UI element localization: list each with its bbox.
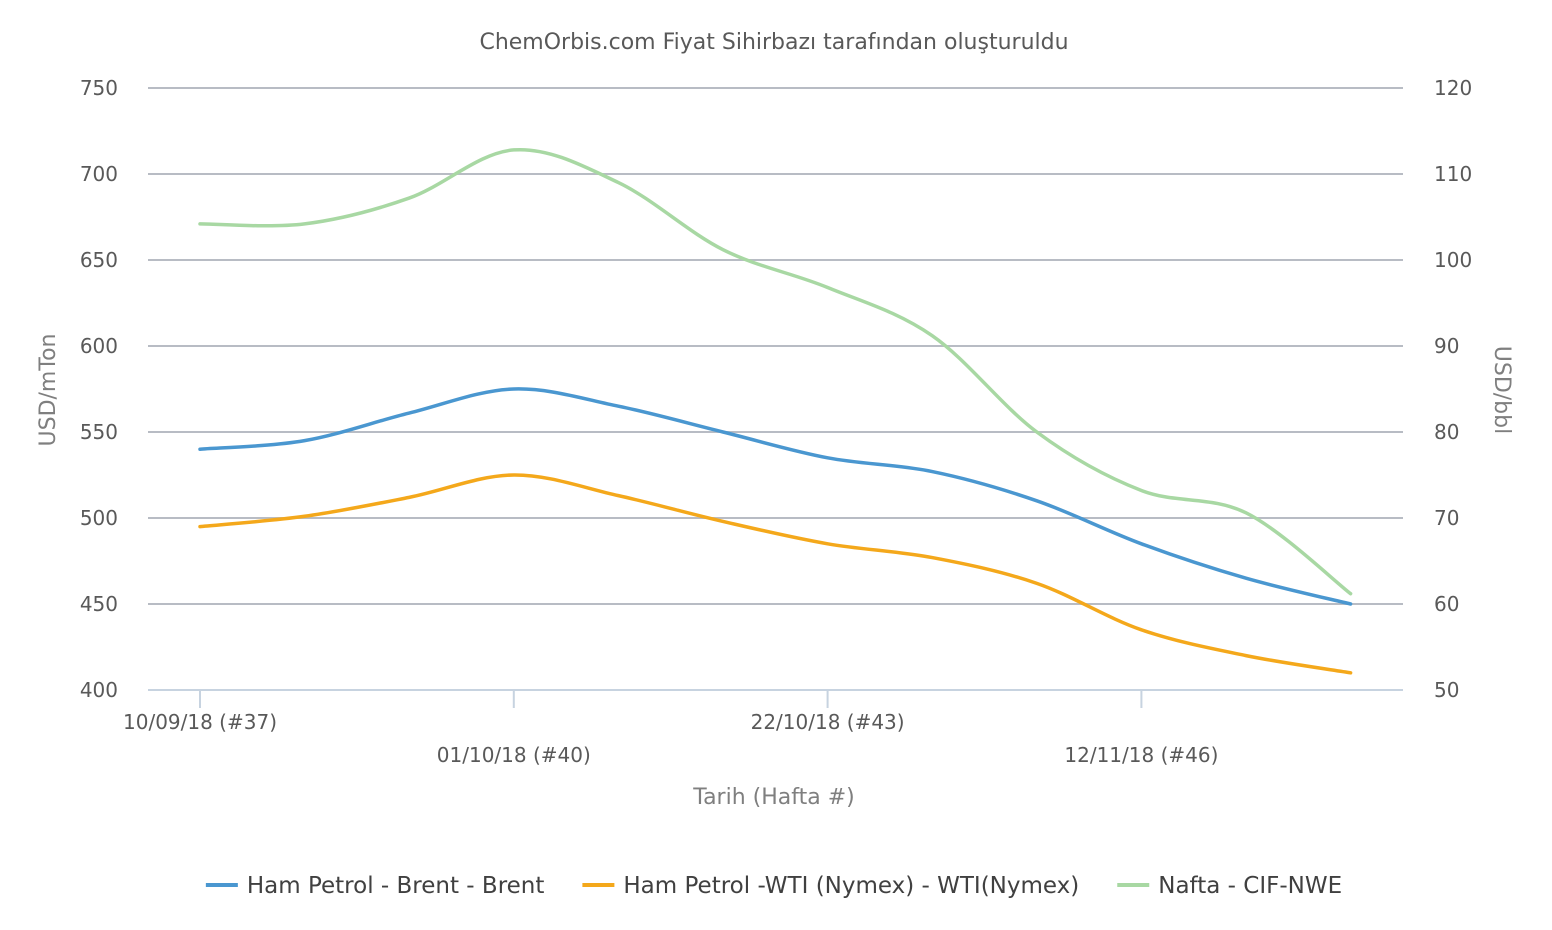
series-line: [198, 147, 1353, 596]
series-lines: [198, 147, 1353, 675]
legend-item[interactable]: Ham Petrol - Brent - Brent: [205, 873, 545, 899]
x-tick-label: 10/09/18 (#37): [123, 710, 277, 734]
y-tick-label-right: 70: [1434, 506, 1459, 530]
y-axis-right: 50 60 70 80 90 100 110 120: [1434, 76, 1472, 702]
y-tick-label-left: 550: [80, 420, 118, 444]
y-axis-left: 400 450 500 550 600 650 700 750: [80, 76, 118, 702]
x-axis-title: Tarih (Hafta #): [692, 785, 854, 810]
series-line: [198, 473, 1353, 675]
y-tick-label-right: 120: [1434, 76, 1472, 100]
gridlines: [148, 87, 1403, 605]
x-tick-label: 01/10/18 (#40): [437, 743, 591, 767]
y-tick-label-left: 750: [80, 76, 118, 100]
x-tick-label: 12/11/18 (#46): [1064, 743, 1218, 767]
y-axis-title-right: USD/bbl: [1489, 346, 1514, 434]
x-axis: 10/09/18 (#37) 01/10/18 (#40) 22/10/18 (#4…: [123, 689, 1403, 767]
y-tick-label-left: 700: [80, 162, 118, 186]
legend-label: Ham Petrol - Brent - Brent: [247, 873, 545, 899]
x-tick-label: 22/10/18 (#43): [751, 710, 905, 734]
y-tick-label-left: 500: [80, 506, 118, 530]
y-tick-label-right: 90: [1434, 334, 1459, 358]
y-axis-title-left: USD/mTon: [36, 334, 61, 447]
legend-label: Nafta - CIF-NWE: [1158, 873, 1342, 899]
y-tick-label-left: 650: [80, 248, 118, 272]
y-tick-label-right: 80: [1434, 420, 1459, 444]
legend: Ham Petrol - Brent - Brent Ham Petrol -WT…: [205, 873, 1342, 899]
y-tick-label-right: 60: [1434, 592, 1459, 616]
y-tick-label-right: 100: [1434, 248, 1472, 272]
legend-item[interactable]: Ham Petrol -WTI (Nymex) - WTI(Nymex): [582, 873, 1079, 899]
y-tick-label-right: 110: [1434, 162, 1472, 186]
legend-label: Ham Petrol -WTI (Nymex) - WTI(Nymex): [623, 873, 1079, 899]
y-tick-label-right: 50: [1434, 678, 1459, 702]
y-tick-label-left: 400: [80, 678, 118, 702]
y-tick-label-left: 450: [80, 592, 118, 616]
series-line: [198, 387, 1353, 606]
y-tick-label-left: 600: [80, 334, 118, 358]
legend-item[interactable]: Nafta - CIF-NWE: [1117, 873, 1342, 899]
chart-title: ChemOrbis.com Fiyat Sihirbazı tarafından…: [479, 30, 1068, 55]
